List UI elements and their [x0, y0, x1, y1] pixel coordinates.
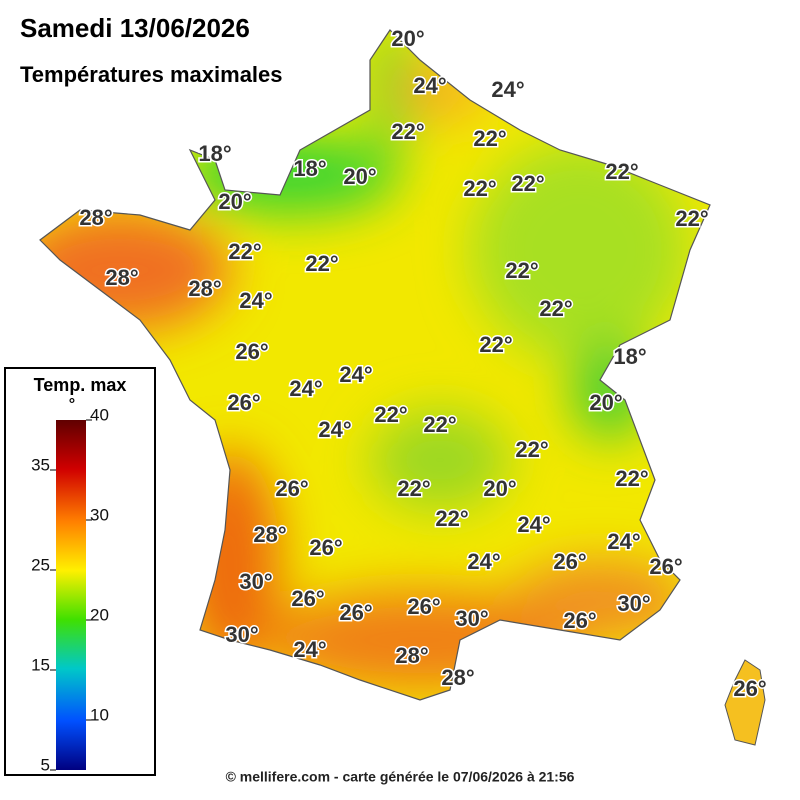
temperature-label: 22° [615, 466, 648, 491]
temperature-label: 26° [275, 476, 308, 501]
temperature-label: 26° [227, 390, 260, 415]
temperature-label: 22° [511, 171, 544, 196]
temperature-label: 26° [309, 535, 342, 560]
temperature-label: 18° [198, 141, 231, 166]
corsica-fill [725, 660, 765, 745]
temperature-label: 22° [391, 119, 424, 144]
colorbar-tick-label: 15 [31, 655, 50, 674]
temperature-label: 26° [733, 676, 766, 701]
temperature-label: 28° [395, 643, 428, 668]
temperature-label: 22° [515, 437, 548, 462]
temperature-label: 22° [228, 239, 261, 264]
temperature-label: 24° [318, 417, 351, 442]
temperature-label: 18° [293, 156, 326, 181]
legend-title: Temp. max [34, 375, 127, 395]
temperature-label: 28° [79, 205, 112, 230]
colorbar [56, 420, 86, 770]
temperature-label: 30° [455, 606, 488, 631]
temperature-label: 22° [423, 412, 456, 437]
temperature-label: 30° [239, 569, 272, 594]
temperature-label: 24° [491, 77, 524, 102]
colorbar-tick-label: 40 [90, 405, 109, 424]
temperature-label: 24° [413, 73, 446, 98]
colorbar-tick-label: 30 [90, 505, 109, 524]
temperature-label: 30° [617, 591, 650, 616]
footer: © mellifere.com - carte générée le 07/06… [226, 769, 575, 785]
temperature-label: 24° [239, 288, 272, 313]
title: Samedi 13/06/2026 [20, 13, 250, 43]
temperature-label: 26° [563, 608, 596, 633]
temperature-label: 22° [397, 476, 430, 501]
temperature-label: 18° [613, 344, 646, 369]
temperature-label: 22° [305, 251, 338, 276]
temperature-label: 20° [391, 26, 424, 51]
temperature-label: 28° [253, 522, 286, 547]
temperature-label: 20° [483, 476, 516, 501]
temperature-label: 24° [607, 529, 640, 554]
temperature-label: 22° [473, 126, 506, 151]
temperature-label: 22° [605, 159, 638, 184]
temperature-label: 26° [649, 554, 682, 579]
temperature-label: 24° [339, 362, 372, 387]
temperature-label: 26° [407, 594, 440, 619]
temperature-label: 28° [441, 665, 474, 690]
temperature-label: 24° [289, 376, 322, 401]
legend-unit: ° [69, 396, 75, 413]
temperature-label: 26° [339, 600, 372, 625]
colorbar-tick-label: 25 [31, 555, 50, 574]
temperature-label: 26° [291, 586, 324, 611]
temperature-label: 22° [675, 206, 708, 231]
colorbar-tick-label: 35 [31, 455, 50, 474]
temperature-label: 24° [293, 637, 326, 662]
temperature-label: 20° [343, 164, 376, 189]
corsica-outline [724, 659, 766, 746]
temperature-label: 24° [517, 512, 550, 537]
temperature-label: 22° [435, 506, 468, 531]
temperature-label: 28° [188, 276, 221, 301]
temperature-label: 26° [235, 339, 268, 364]
temperature-label: 20° [589, 390, 622, 415]
colorbar-tick-label: 20 [90, 605, 109, 624]
subtitle: Températures maximales [20, 62, 283, 87]
temperature-label: 30° [225, 622, 258, 647]
temperature-label: 28° [105, 265, 138, 290]
temperature-label: 22° [463, 176, 496, 201]
temperature-label: 26° [553, 549, 586, 574]
colorbar-tick-label: 5 [41, 755, 50, 774]
temperature-label: 24° [467, 549, 500, 574]
temperature-label: 20° [218, 189, 251, 214]
colorbar-tick-label: 10 [90, 705, 109, 724]
temperature-label: 22° [479, 332, 512, 357]
temperature-label: 22° [374, 402, 407, 427]
temperature-label: 22° [539, 296, 572, 321]
temperature-label: 22° [505, 258, 538, 283]
